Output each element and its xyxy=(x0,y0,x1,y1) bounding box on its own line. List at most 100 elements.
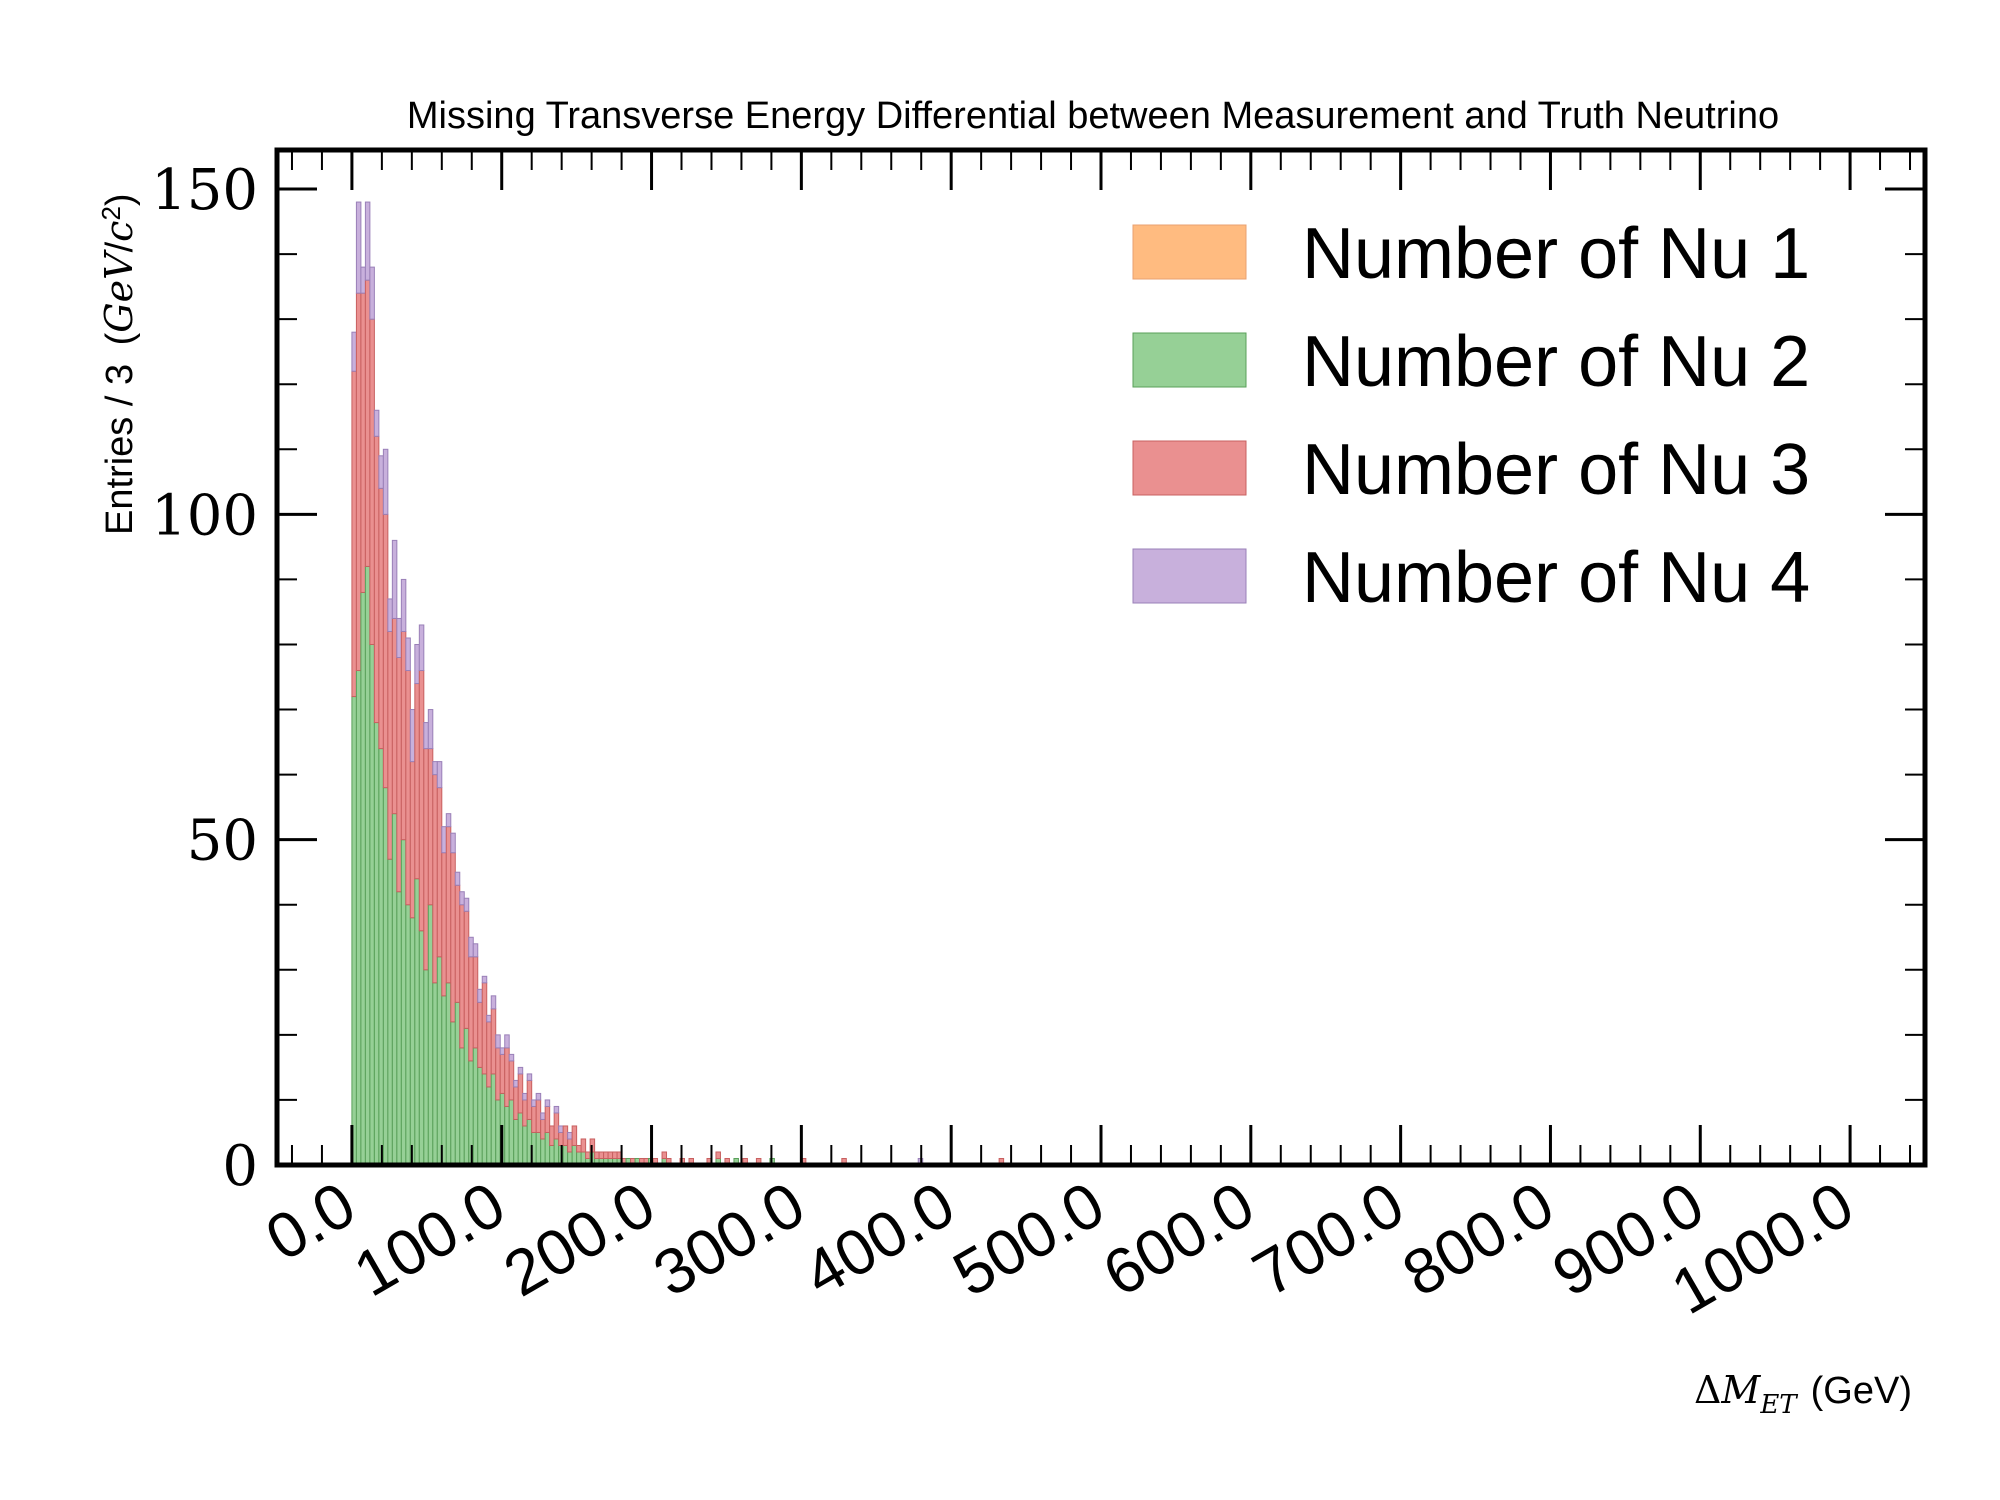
svg-text:ΔMET(GeV): ΔMET (GeV) xyxy=(1694,1368,1912,1420)
histogram-bar xyxy=(490,995,497,1010)
histogram-bar xyxy=(427,904,434,1166)
histogram-bar xyxy=(378,748,384,1166)
histogram-bar xyxy=(544,1099,551,1107)
x-axis-label-text: (GeV) xyxy=(1811,1370,1912,1412)
histogram-bar xyxy=(612,1151,618,1159)
histogram-bar xyxy=(364,565,371,1166)
histogram-bar xyxy=(490,1073,497,1166)
histogram-bar xyxy=(481,982,488,1075)
histogram-bar xyxy=(544,1105,551,1133)
histogram-bar xyxy=(553,1112,560,1140)
histogram-bar xyxy=(409,917,416,1166)
histogram-bar xyxy=(526,1079,533,1120)
histogram-bar xyxy=(373,409,380,437)
histogram-bar xyxy=(441,826,447,854)
histogram-bar xyxy=(409,709,416,763)
histogram-bar xyxy=(391,813,398,1166)
histogram-bar xyxy=(486,1021,492,1088)
x-tick-label: 200.0 xyxy=(492,1168,667,1310)
histogram-bar xyxy=(715,1151,721,1159)
histogram-bar xyxy=(441,995,447,1166)
histogram-bar xyxy=(495,1034,501,1049)
histogram-bar xyxy=(513,1118,519,1166)
histogram-bar xyxy=(364,201,371,281)
x-tick-labels: 0.0100.0200.0300.0400.0500.0600.0700.080… xyxy=(254,1168,1865,1328)
histogram-bar xyxy=(495,1047,501,1101)
histogram-bar xyxy=(490,1008,497,1075)
histogram-bar xyxy=(508,1053,515,1062)
histogram-bar xyxy=(414,683,420,880)
histogram-bar xyxy=(400,578,407,632)
chart-title: Missing Transverse Energy Differential b… xyxy=(407,95,1779,137)
histogram-bar xyxy=(481,1073,488,1166)
histogram-bar xyxy=(414,878,420,1166)
histogram-bar xyxy=(477,1001,483,1068)
histogram-bar xyxy=(517,1112,524,1166)
histogram-bar xyxy=(400,839,407,1166)
histogram-bar xyxy=(495,1099,501,1166)
histogram-bar xyxy=(427,748,434,906)
histogram-bar xyxy=(355,670,362,1166)
histogram-bar xyxy=(364,279,371,567)
histogram-bar xyxy=(513,1079,519,1088)
histogram-bar xyxy=(531,1105,537,1133)
histogram-bar xyxy=(504,1034,510,1049)
legend-swatch xyxy=(1132,224,1247,280)
histogram-bar xyxy=(360,591,366,1166)
y-axis-label-text: Entries / 3 xyxy=(99,364,141,535)
histogram-bar xyxy=(382,513,389,789)
histogram-bar xyxy=(463,1027,470,1166)
histogram-bar xyxy=(360,266,366,294)
histogram-bar xyxy=(477,1066,483,1166)
legend-swatch xyxy=(1132,332,1247,388)
histogram-bar xyxy=(382,448,389,515)
histogram-bar xyxy=(499,1047,506,1055)
histogram-bar xyxy=(450,1021,456,1166)
histogram-bar xyxy=(445,826,452,984)
histogram-bar xyxy=(562,1125,569,1146)
x-tick-label: 600.0 xyxy=(1091,1168,1266,1310)
histogram-bar xyxy=(418,624,425,672)
histogram-bar xyxy=(463,910,470,1029)
x-tick-label: 800.0 xyxy=(1391,1168,1566,1310)
histogram-bar xyxy=(400,630,407,841)
histogram-bar xyxy=(414,643,420,685)
histogram-bar xyxy=(499,1053,506,1094)
histogram-bar xyxy=(373,435,380,724)
histogram-bar xyxy=(508,1099,515,1166)
histogram-bar xyxy=(517,1066,524,1075)
histogram-bar xyxy=(409,761,416,919)
histogram-bar xyxy=(468,936,474,958)
x-tick-label: 500.0 xyxy=(941,1168,1116,1310)
y-tick-label: 0 xyxy=(222,1134,258,1199)
histogram-bar xyxy=(450,832,456,854)
histogram-bar xyxy=(504,1047,510,1107)
histogram-bar xyxy=(607,1151,614,1159)
histogram-bar xyxy=(405,637,411,672)
histogram-bar xyxy=(558,1131,564,1146)
histogram-bar xyxy=(571,1144,578,1166)
histogram-bar xyxy=(459,1047,465,1166)
histogram-bar xyxy=(517,1073,524,1114)
legend-label: Number of Nu 1 xyxy=(1302,214,1810,294)
histogram-bar xyxy=(355,201,362,294)
histogram-bar xyxy=(423,969,429,1166)
histogram-bar xyxy=(531,1099,537,1107)
histogram-bar xyxy=(387,858,393,1166)
histogram-bar xyxy=(436,956,443,1166)
histogram-bar xyxy=(558,1125,564,1133)
histogram-bar xyxy=(436,787,443,958)
histogram-bar xyxy=(553,1105,560,1114)
histogram-bar xyxy=(567,1131,573,1140)
histogram-bar xyxy=(378,455,384,489)
histogram-bar xyxy=(351,370,357,698)
histogram-bar xyxy=(382,787,389,1166)
histogram-bar xyxy=(351,696,357,1166)
y-axis-label: Entries / 3 (GeV/c2) xyxy=(96,193,141,535)
legend: Number of Nu 1 Number of Nu 2 Number of Nu… xyxy=(1132,214,1810,618)
histogram-bars xyxy=(351,201,1005,1166)
histogram-bar xyxy=(522,1125,528,1166)
histogram-bar xyxy=(481,975,488,984)
x-tick-label: 100.0 xyxy=(342,1168,517,1310)
x-tick-label: 300.0 xyxy=(642,1168,817,1310)
